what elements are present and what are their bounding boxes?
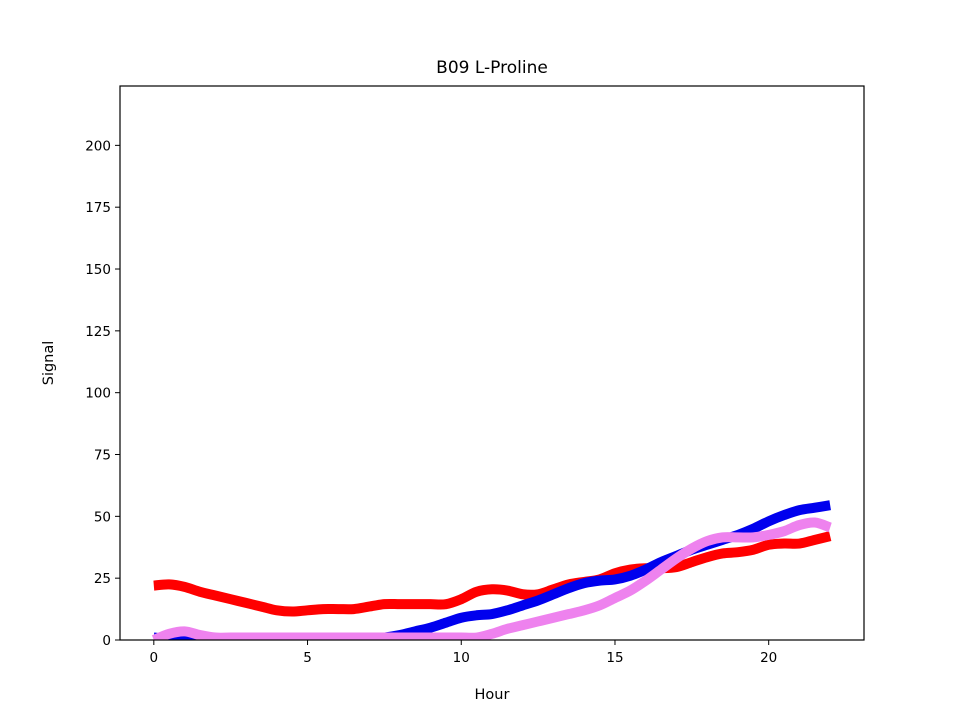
y-tick-label: 0 [102, 633, 111, 649]
series-line-2 [153, 500, 831, 640]
y-tick-label: 50 [94, 509, 111, 525]
y-tick-label: 75 [94, 448, 111, 464]
x-axis-label: Hour [475, 687, 510, 703]
y-tick-label: 175 [85, 200, 111, 216]
series-line-3 [151, 517, 832, 640]
chart-title: B09 L-Proline [436, 58, 548, 78]
x-tick-label: 15 [606, 650, 623, 666]
x-tick-label: 5 [303, 650, 312, 666]
x-axis: 0 5 10 15 20 [150, 640, 777, 666]
x-tick-label: 0 [150, 650, 159, 666]
series-layer [151, 500, 832, 640]
y-tick-label: 125 [85, 324, 111, 340]
y-tick-label: 150 [85, 262, 111, 278]
y-axis: 0 25 50 75 100 125 150 175 200 [85, 138, 120, 649]
y-tick-label: 25 [94, 571, 111, 587]
y-tick-label: 100 [85, 386, 111, 402]
plot-area-frame [119, 85, 865, 641]
y-tick-label: 200 [85, 138, 111, 154]
x-tick-label: 10 [453, 650, 470, 666]
series-line-1 [153, 531, 832, 617]
y-axis-label: Signal [41, 341, 57, 386]
x-tick-label: 20 [760, 650, 777, 666]
